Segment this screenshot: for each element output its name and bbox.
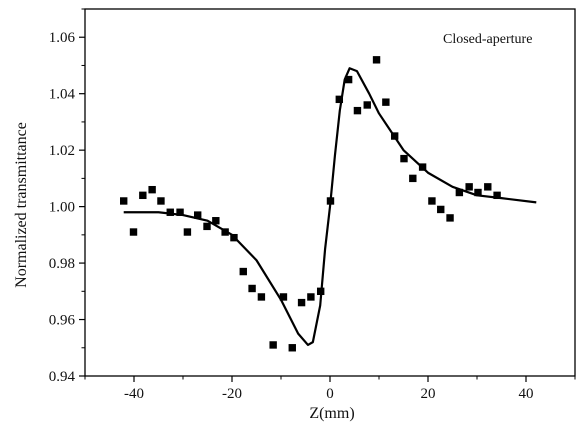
data-point — [493, 191, 501, 200]
data-point — [157, 197, 165, 205]
y-tick-label: 1.06 — [49, 30, 76, 46]
data-point — [176, 208, 184, 216]
data-point — [400, 154, 408, 163]
data-point — [120, 197, 128, 205]
data-point — [129, 228, 138, 236]
y-tick-label: 0.98 — [49, 256, 75, 272]
data-point — [230, 233, 238, 242]
data-point — [335, 95, 344, 104]
data-point — [437, 205, 445, 214]
data-point — [297, 298, 306, 307]
data-point — [239, 267, 247, 276]
x-tick-label: -20 — [222, 386, 242, 402]
y-axis-label: Normalized transmittance — [13, 122, 30, 288]
y-tick-label: 0.94 — [49, 369, 76, 385]
chart-annotation: Closed-aperture — [443, 32, 532, 47]
y-tick-label: 0.96 — [49, 313, 76, 329]
data-point — [148, 185, 156, 194]
data-point — [372, 56, 381, 64]
data-point — [446, 214, 454, 222]
data-point — [326, 197, 335, 205]
data-point — [269, 341, 277, 349]
data-point — [344, 75, 353, 84]
data-point — [307, 293, 315, 301]
data-point — [409, 174, 417, 183]
data-point — [221, 228, 229, 236]
x-tick-label: -40 — [124, 386, 144, 402]
axes-layer: -40 -20 0 20 40 0.94 0.96 0.98 1.00 1.02 1.04 1.06 — [49, 8, 576, 402]
data-point — [212, 217, 220, 225]
data-point — [194, 211, 202, 219]
data-point — [484, 183, 492, 191]
data-point — [288, 344, 296, 352]
text-layer: Closed-aperture Z(mm) Normalized transmi… — [13, 32, 532, 422]
y-tick-label: 1.00 — [49, 200, 75, 216]
plot-frame — [84, 8, 576, 377]
y-tick-label: 1.02 — [49, 143, 75, 159]
data-point — [203, 222, 211, 231]
data-point — [279, 293, 288, 301]
data-point — [248, 284, 256, 293]
data-point — [183, 228, 192, 236]
x-tick-label: 20 — [421, 386, 436, 402]
data-point — [428, 197, 436, 205]
x-tick-label: 40 — [519, 386, 534, 402]
data-point — [257, 293, 266, 301]
data-point — [363, 101, 371, 109]
data-point — [418, 163, 427, 171]
data-point — [382, 98, 390, 106]
y-tick-label: 1.04 — [49, 87, 76, 103]
data-point — [166, 208, 174, 216]
data-point — [316, 287, 325, 296]
data-point — [455, 188, 464, 197]
data-point — [139, 191, 147, 200]
points-layer — [120, 56, 501, 352]
data-point — [390, 132, 399, 140]
data-point — [353, 106, 362, 115]
x-axis-label: Z(mm) — [309, 405, 354, 422]
data-point — [474, 188, 482, 197]
fit-layer — [123, 67, 537, 347]
data-point — [465, 183, 473, 191]
fit-curve — [123, 67, 537, 347]
x-tick-label: 0 — [326, 386, 334, 402]
